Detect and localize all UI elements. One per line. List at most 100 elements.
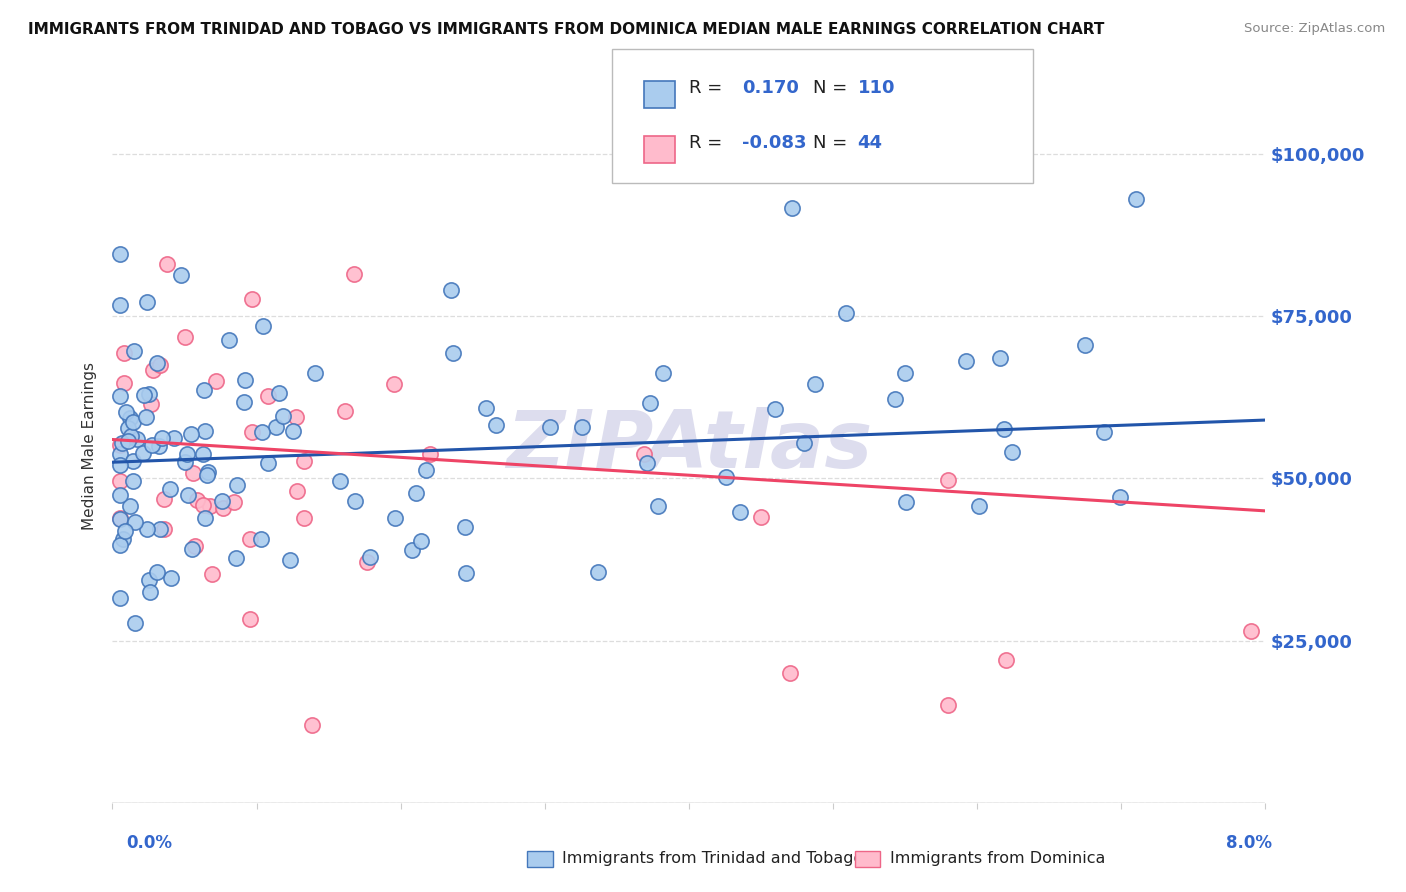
Point <box>184 539 207 553</box>
Point <box>749 509 772 524</box>
Point <box>117 420 139 434</box>
Point <box>186 492 208 507</box>
Point <box>588 565 610 579</box>
Point <box>148 439 170 453</box>
Point <box>211 493 233 508</box>
Point <box>120 429 142 443</box>
Point <box>779 666 801 681</box>
Text: N =: N = <box>813 135 852 153</box>
Point <box>280 553 302 567</box>
Point <box>195 467 218 482</box>
Point <box>647 499 669 513</box>
Point <box>124 515 146 529</box>
Point <box>118 430 141 444</box>
Text: R =: R = <box>689 135 728 153</box>
Point <box>1125 193 1147 207</box>
Point <box>138 387 160 401</box>
Point <box>138 573 160 587</box>
Point <box>233 395 256 409</box>
Point <box>834 306 856 320</box>
Point <box>382 376 405 391</box>
Point <box>967 499 990 513</box>
Text: 0.0%: 0.0% <box>127 834 173 852</box>
Point <box>301 718 323 732</box>
Point <box>883 392 905 406</box>
Point <box>993 421 1015 435</box>
Point <box>110 388 132 402</box>
Text: Immigrants from Dominica: Immigrants from Dominica <box>890 851 1105 865</box>
Point <box>193 383 215 397</box>
Point <box>793 436 815 450</box>
Point <box>728 505 751 519</box>
Point <box>995 653 1018 667</box>
Point <box>405 486 427 500</box>
Text: 110: 110 <box>858 79 896 97</box>
Point <box>638 395 661 409</box>
Point <box>108 297 131 311</box>
Point <box>181 466 204 480</box>
Point <box>114 524 136 538</box>
Point <box>111 532 134 546</box>
Point <box>122 415 145 429</box>
Point <box>356 555 378 569</box>
Point <box>804 376 827 391</box>
Point <box>108 591 131 605</box>
Point <box>114 405 136 419</box>
Point <box>121 454 143 468</box>
Point <box>197 466 219 480</box>
Point <box>149 358 172 372</box>
Point <box>780 201 803 215</box>
Point <box>150 432 173 446</box>
Text: 44: 44 <box>858 135 883 153</box>
Point <box>441 346 464 360</box>
Point <box>136 522 159 536</box>
Point <box>124 344 146 359</box>
Point <box>1074 338 1097 352</box>
Point <box>419 447 441 461</box>
Text: 0.170: 0.170 <box>742 79 799 97</box>
Point <box>112 346 135 360</box>
Point <box>153 522 176 536</box>
Point <box>257 389 280 403</box>
Point <box>1092 425 1115 440</box>
Point <box>440 283 463 297</box>
Text: IMMIGRANTS FROM TRINIDAD AND TOBAGO VS IMMIGRANTS FROM DOMINICA MEDIAN MALE EARN: IMMIGRANTS FROM TRINIDAD AND TOBAGO VS I… <box>28 22 1105 37</box>
Point <box>211 500 233 515</box>
Point <box>170 268 193 282</box>
Text: 8.0%: 8.0% <box>1226 834 1272 852</box>
Point <box>191 447 214 461</box>
Point <box>475 401 498 415</box>
Point <box>636 456 658 470</box>
Point <box>146 565 169 579</box>
Point <box>988 351 1011 365</box>
Point <box>938 473 960 487</box>
Point <box>153 491 176 506</box>
Point <box>285 483 308 498</box>
Point <box>409 534 432 549</box>
Point <box>264 420 287 434</box>
Point <box>1109 490 1132 504</box>
Point <box>181 541 204 556</box>
Point <box>201 566 224 581</box>
Point <box>281 424 304 438</box>
Point <box>108 447 131 461</box>
Point <box>125 433 148 447</box>
Point <box>763 402 786 417</box>
Point <box>108 474 131 488</box>
Point <box>333 404 356 418</box>
Text: -0.083: -0.083 <box>742 135 807 153</box>
Point <box>142 363 165 377</box>
Point <box>108 539 131 553</box>
Point <box>218 333 240 347</box>
Point <box>117 434 139 448</box>
Point <box>955 354 977 368</box>
Point <box>225 478 247 492</box>
Point <box>222 495 245 509</box>
Point <box>204 374 226 388</box>
Point <box>239 532 262 546</box>
Point <box>240 292 263 306</box>
Point <box>163 431 186 445</box>
Point <box>108 438 131 452</box>
Point <box>141 397 163 411</box>
Point <box>329 474 352 488</box>
